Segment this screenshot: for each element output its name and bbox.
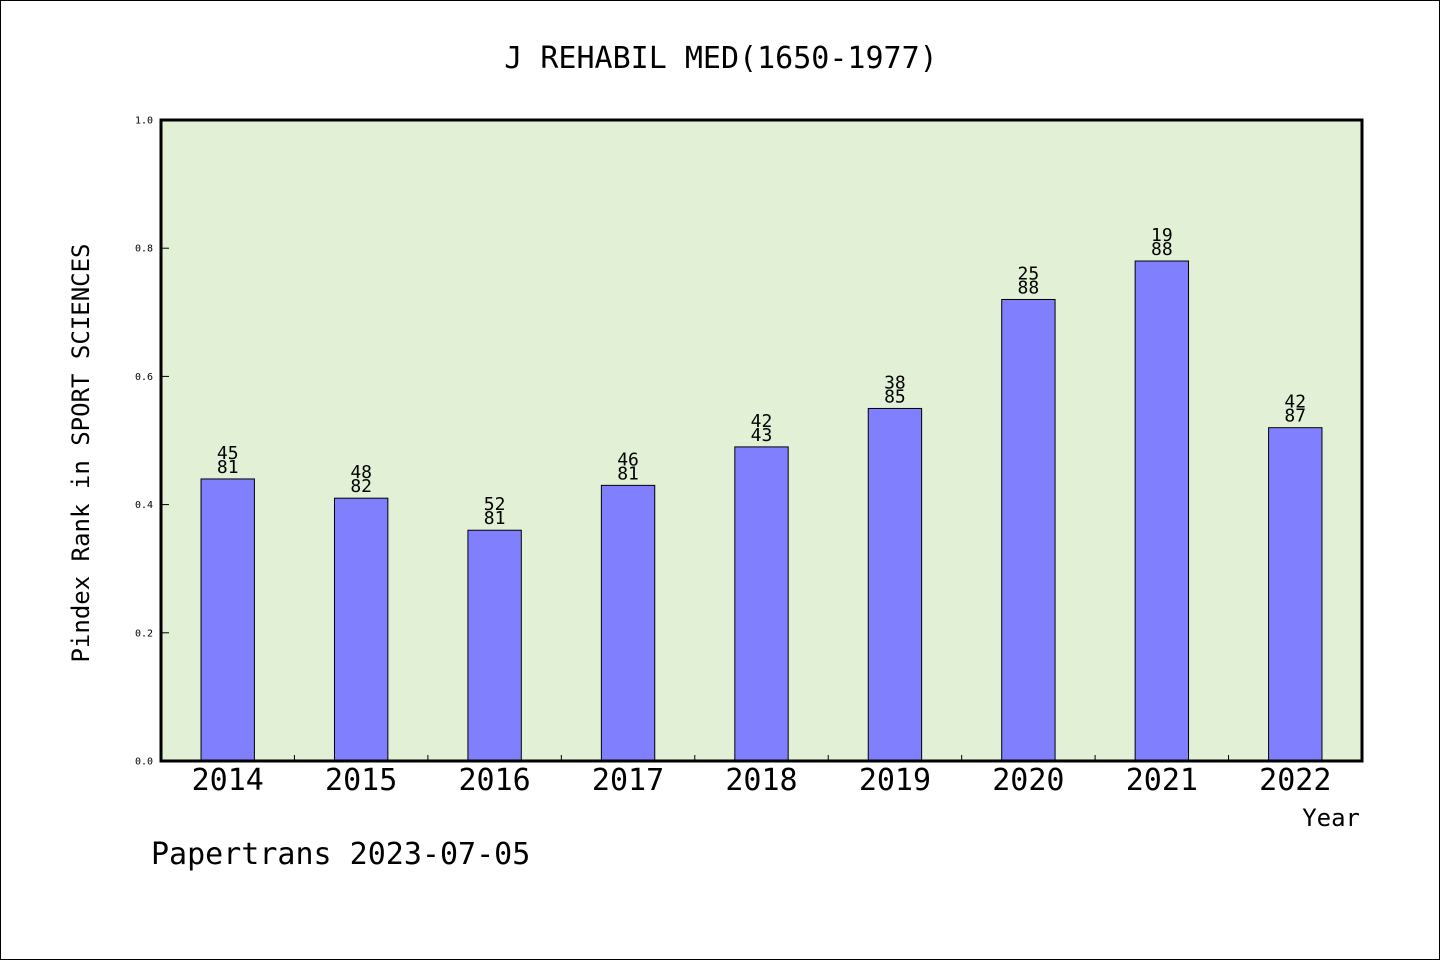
bar-2022 (1268, 427, 1323, 762)
bar-2015 (333, 497, 389, 762)
bar-2014 (200, 478, 255, 762)
bar-label-top: 46 (617, 449, 639, 470)
chart-title: J REHABIL MED(1650-1977) (504, 41, 937, 76)
bar-2020 (1001, 298, 1056, 762)
plot-border (159, 118, 1364, 763)
bar-label-top: 25 (1018, 263, 1040, 284)
bar-2018 (734, 446, 789, 762)
bar-label-top: 52 (484, 494, 506, 515)
x-axis-label: Year (1302, 804, 1360, 832)
x-tick-label: 2014 (192, 763, 264, 798)
y-tick-label: 1.0 (135, 116, 153, 127)
y-tick-label: 0.8 (135, 244, 153, 255)
bar-label-bottom: 81 (484, 508, 506, 529)
x-tick-label: 2016 (458, 763, 530, 798)
x-tick-label: 2020 (992, 763, 1064, 798)
bar-label-top: 42 (1284, 392, 1306, 413)
bar-label-top: 19 (1151, 225, 1173, 246)
bar-label-bottom: 43 (751, 425, 773, 446)
x-axis-ticks: 2014 2015 2016 2017 2018 2019 2020 2021 2022 (192, 755, 1331, 798)
bar-2021 (1134, 260, 1190, 762)
y-tick-label: 0.4 (135, 500, 153, 511)
bar-label-bottom: 82 (350, 476, 372, 497)
x-tick-label: 2015 (325, 763, 397, 798)
x-tick-label: 2017 (592, 763, 664, 798)
y-axis-label: Pindex Rank in SPORT SCIENCES (67, 243, 95, 662)
bar-2019 (867, 407, 923, 762)
y-tick-label: 0.0 (135, 757, 153, 768)
bar-label-bottom: 81 (617, 463, 639, 484)
y-tick-label: 0.2 (135, 628, 153, 639)
bar-label-bottom: 87 (1284, 406, 1306, 427)
bar-label-bottom: 85 (884, 386, 906, 407)
bar-label-top: 38 (884, 372, 906, 393)
x-tick-label: 2021 (1126, 763, 1198, 798)
bar-label-top: 48 (350, 462, 372, 483)
bar-label-top: 42 (751, 411, 773, 432)
bar-2017 (600, 484, 656, 762)
x-tick-label: 2018 (725, 763, 797, 798)
bar-label-bottom: 81 (217, 457, 239, 478)
bar-label-bottom: 88 (1151, 239, 1173, 260)
bar-label-bottom: 88 (1018, 277, 1040, 298)
x-tick-label: 2019 (859, 763, 931, 798)
x-tick-label: 2022 (1259, 763, 1331, 798)
y-tick-label: 0.6 (135, 372, 153, 383)
bar-2016 (467, 529, 522, 762)
bar-label-top: 45 (217, 443, 239, 464)
footer-text: Papertrans 2023-07-05 (151, 837, 530, 872)
